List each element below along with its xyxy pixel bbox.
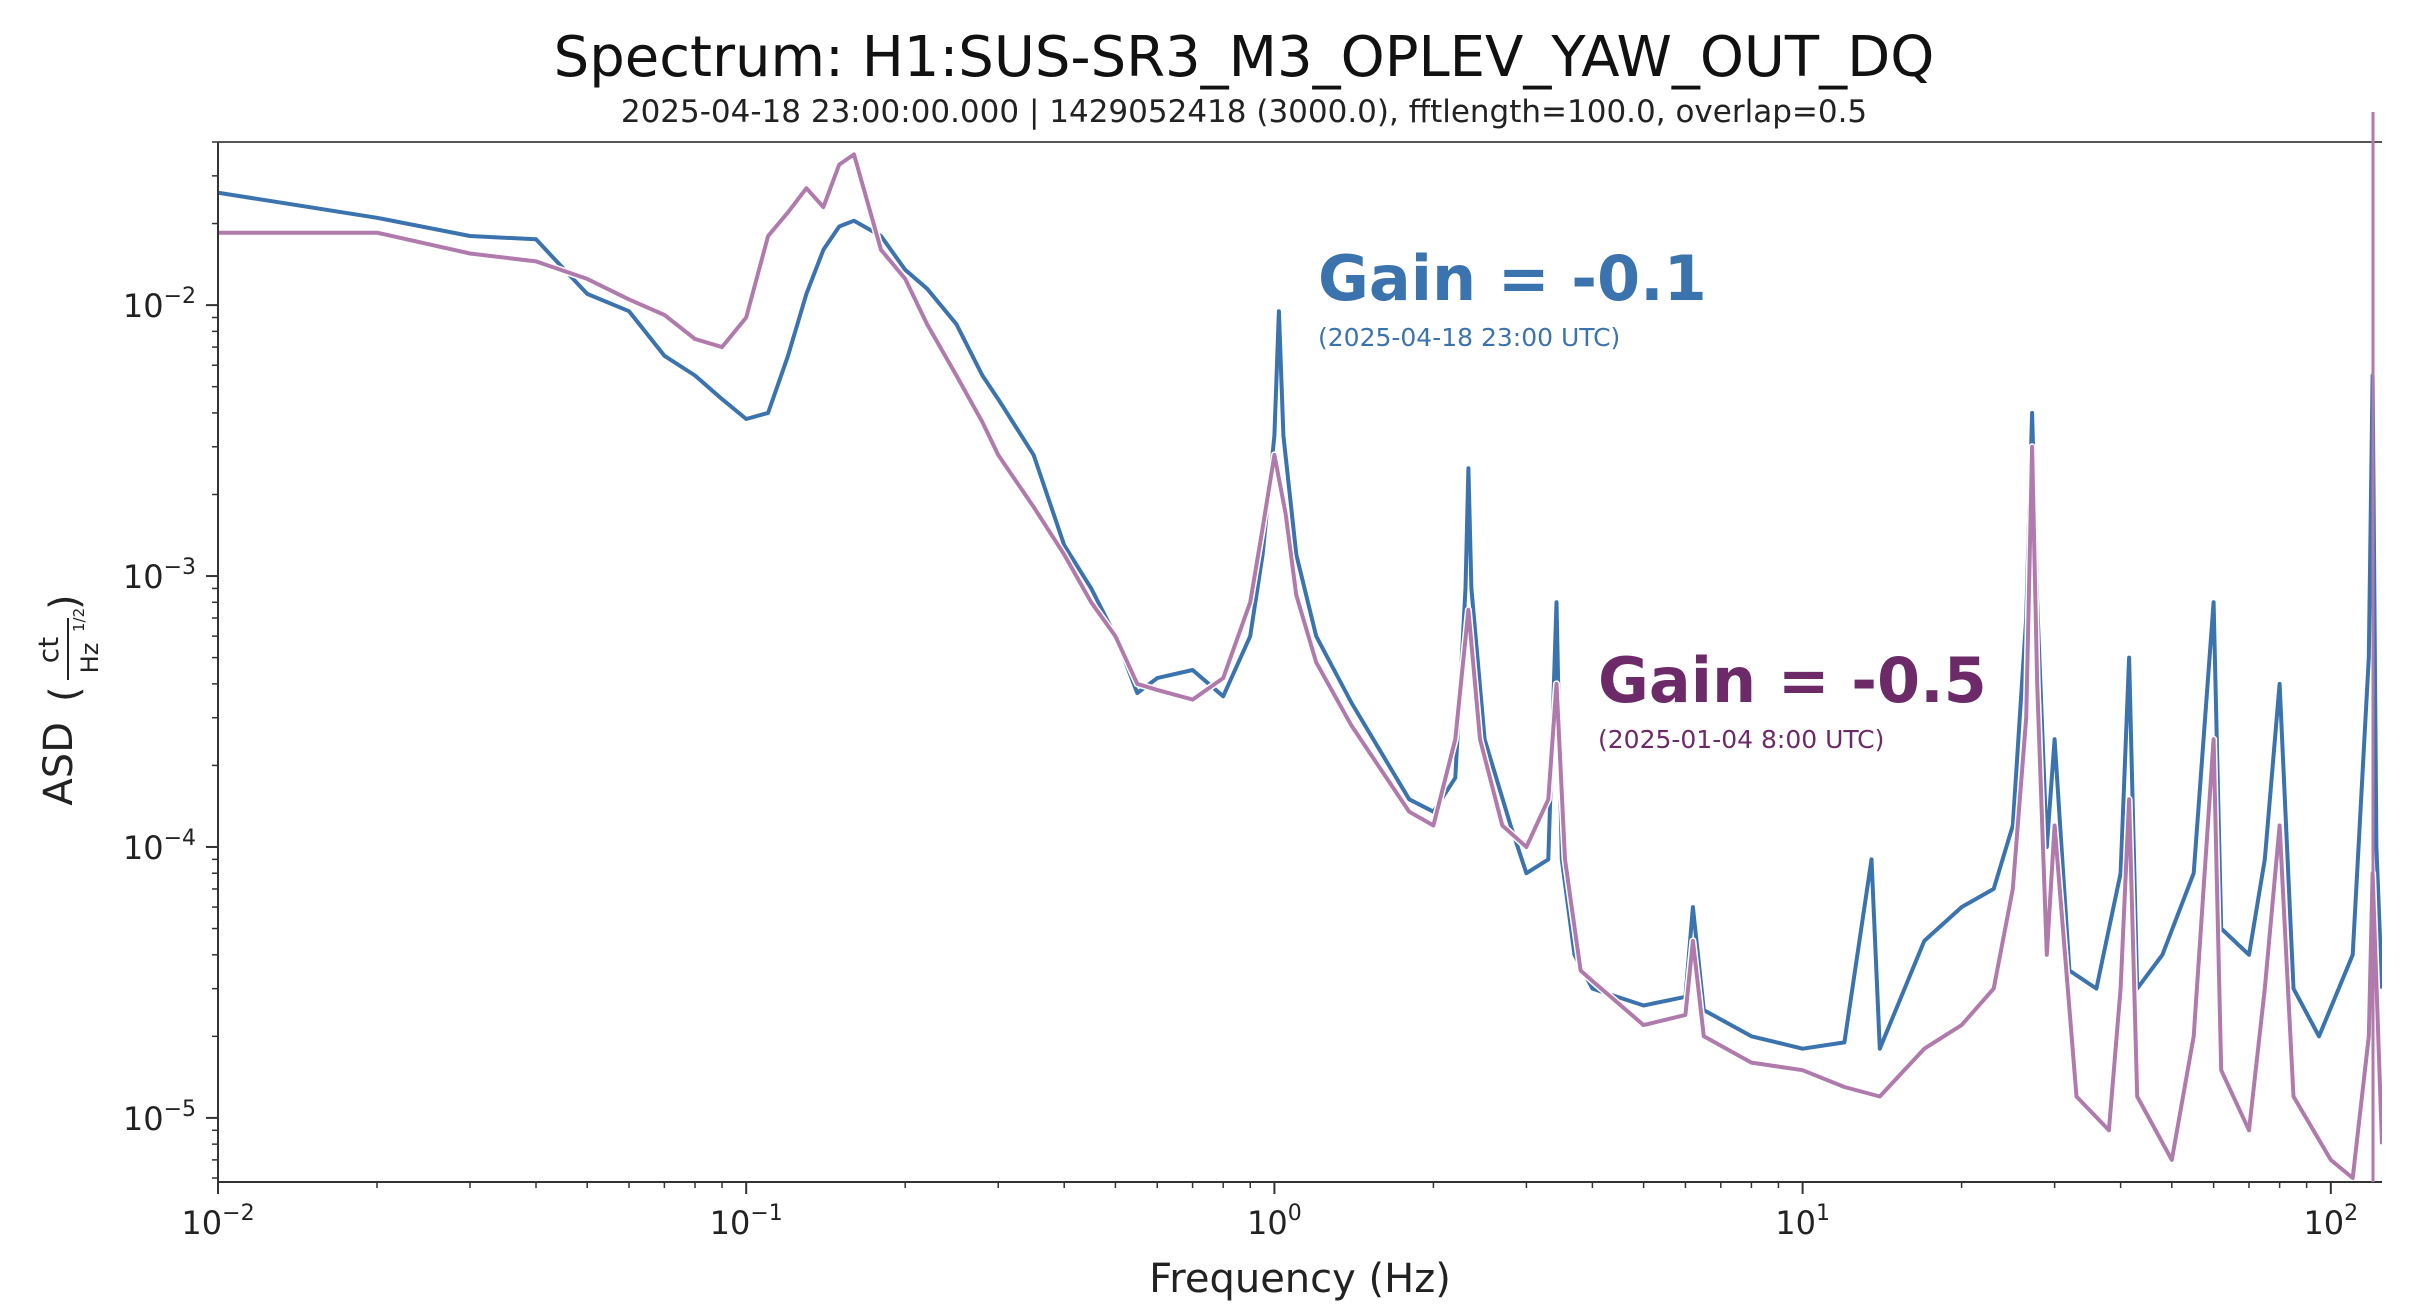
series-line-1 — [218, 190, 2382, 1051]
y-tick-label: 10−3 — [123, 555, 196, 596]
annotation-series-2-gain: Gain = -0.5 — [1598, 644, 1987, 717]
series-line-2 — [218, 152, 2382, 1180]
x-tick-label: 100 — [1247, 1201, 1302, 1242]
y-axis-label-prefix: ASD — [36, 722, 82, 806]
y-tick-label: 10−4 — [123, 826, 196, 867]
chart-subtitle: 2025-04-18 23:00:00.000 | 1429052418 (30… — [621, 94, 1867, 130]
chart-title: Spectrum: H1:SUS-SR3_M3_OPLEV_YAW_OUT_DQ — [554, 25, 1935, 90]
annotation-series-1: Gain = -0.1 (2025-04-18 23:00 UTC) — [1318, 242, 1707, 352]
y-axis-ticks: 10−5 10−4 10−3 10−2 — [123, 141, 218, 1179]
annotation-series-1-gain: Gain = -0.1 — [1318, 242, 1707, 315]
annotation-series-2-date: (2025-01-04 8:00 UTC) — [1598, 725, 1884, 754]
x-tick-label: 10−2 — [181, 1201, 254, 1242]
x-tick-label: 102 — [2303, 1201, 2358, 1242]
annotation-series-2: Gain = -0.5 (2025-01-04 8:00 UTC) — [1598, 644, 1987, 754]
x-axis-label: Frequency (Hz) — [1149, 1256, 1451, 1302]
annotation-series-1-date: (2025-04-18 23:00 UTC) — [1318, 323, 1620, 352]
series-group — [218, 150, 2382, 1182]
y-axis-paren-left: ( — [42, 686, 88, 702]
series-line-outline-2 — [218, 150, 2382, 1182]
y-axis-label: ASD ( ct Hz 1/2 ) — [32, 594, 104, 805]
y-axis-unit-denominator: Hz — [76, 643, 104, 674]
x-tick-label: 10−1 — [710, 1201, 783, 1242]
y-axis-paren-right: ) — [42, 594, 88, 610]
y-tick-label: 10−5 — [123, 1097, 196, 1138]
y-axis-unit-numerator: ct — [32, 637, 65, 663]
x-axis-ticks: 10−2 10−1 100 101 102 — [181, 1182, 2358, 1242]
series-line-outline-1 — [218, 189, 2382, 1053]
y-tick-label: 10−2 — [123, 284, 196, 325]
y-axis-unit-exponent: 1/2 — [70, 608, 88, 632]
x-tick-label: 101 — [1775, 1201, 1830, 1242]
